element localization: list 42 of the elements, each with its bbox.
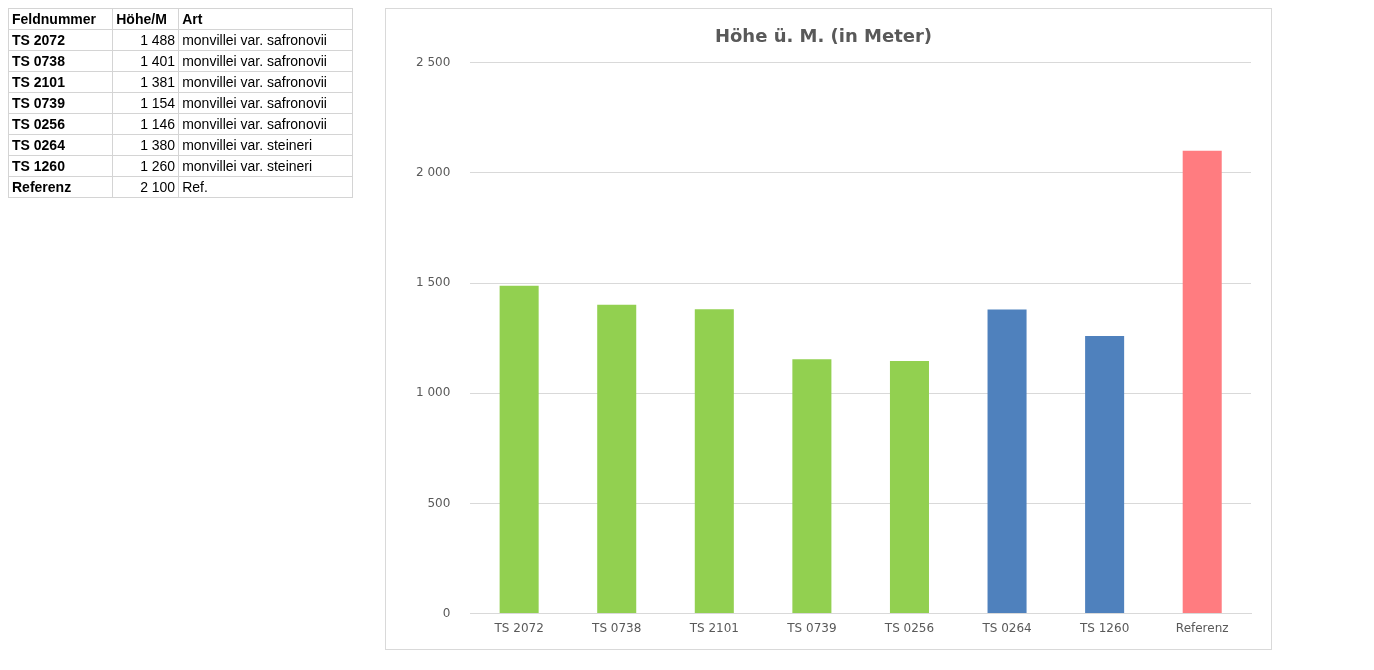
text: Feldnummer (8, 8, 113, 30)
x-tick-label: TS 0739 (786, 620, 837, 635)
category-label: TS 1260 (12, 158, 65, 174)
text: Höhe/M (112, 8, 179, 30)
x-tick-label: TS 1260 (1078, 620, 1130, 635)
text: monvillei var. safronovii (178, 92, 353, 114)
text: monvillei var. safronovii (178, 50, 353, 72)
text: monvillei var. safronovii (178, 29, 353, 51)
text: Art (178, 8, 353, 30)
x-tick-label: TS 0738 (591, 620, 642, 635)
y-tick-label: 2 500 (415, 54, 451, 69)
text: 1 380 (112, 134, 179, 156)
text: 1 381 (112, 71, 179, 93)
text: 1 146 (112, 113, 179, 135)
text: 1 488 (112, 29, 179, 51)
text: 1 401 (112, 50, 179, 72)
category-label: TS 0739 (12, 95, 65, 111)
text: Ref. (178, 176, 353, 198)
text: 1 260 (112, 155, 179, 177)
category-label: Referenz (12, 179, 72, 195)
text: monvillei var. steineri (178, 134, 353, 156)
category-label: TS 2072 (12, 32, 65, 48)
y-tick-label: 1 500 (415, 275, 451, 290)
x-tick-label: TS 0264 (981, 620, 1032, 635)
chart-title: Höhe ü. M. (in Meter) (714, 25, 933, 47)
y-tick-label: 2 000 (415, 164, 451, 179)
category-label: TS 0256 (12, 116, 65, 132)
x-tick-label: Referenz (1175, 620, 1229, 635)
text: 1 154 (112, 92, 179, 114)
text: monvillei var. safronovii (178, 71, 353, 93)
y-tick-label: 0 (442, 605, 451, 620)
text: monvillei var. steineri (178, 155, 353, 177)
y-tick-label: 1 000 (415, 385, 451, 400)
x-tick-label: TS 2101 (688, 620, 739, 635)
text: 2 100 (112, 176, 179, 198)
category-label: TS 2101 (12, 74, 65, 90)
text: monvillei var. safronovii (178, 113, 353, 135)
x-tick-label: TS 2072 (493, 620, 544, 635)
category-label: TS 0264 (12, 137, 65, 153)
category-label: TS 0738 (12, 53, 65, 69)
x-tick-label: TS 0256 (883, 620, 935, 635)
y-tick-label: 500 (427, 495, 451, 510)
